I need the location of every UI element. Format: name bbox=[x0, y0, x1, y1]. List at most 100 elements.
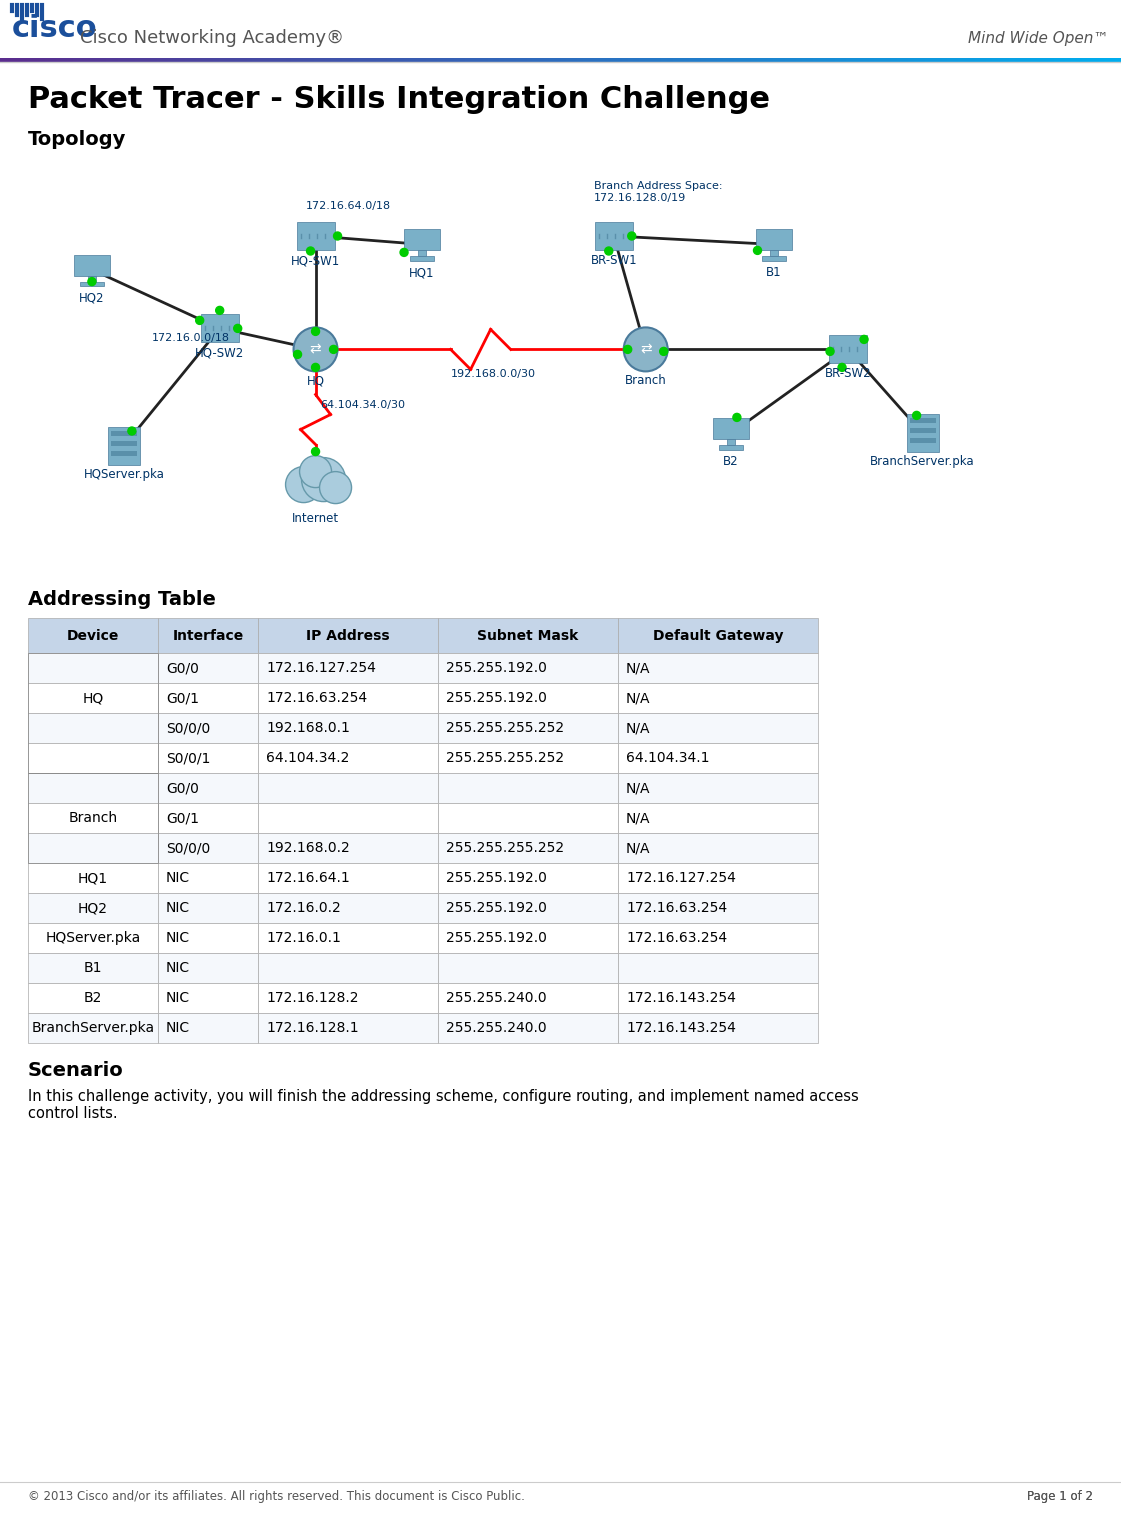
FancyBboxPatch shape bbox=[258, 924, 438, 952]
FancyBboxPatch shape bbox=[852, 58, 859, 62]
Text: NIC: NIC bbox=[166, 1021, 191, 1035]
FancyBboxPatch shape bbox=[297, 58, 304, 62]
Circle shape bbox=[839, 363, 846, 372]
FancyBboxPatch shape bbox=[123, 58, 130, 62]
FancyBboxPatch shape bbox=[757, 58, 763, 62]
FancyBboxPatch shape bbox=[919, 58, 926, 62]
Circle shape bbox=[299, 456, 332, 488]
FancyBboxPatch shape bbox=[336, 58, 343, 62]
Text: Packet Tracer - Skills Integration Challenge: Packet Tracer - Skills Integration Chall… bbox=[28, 85, 770, 114]
FancyBboxPatch shape bbox=[1009, 58, 1016, 62]
FancyBboxPatch shape bbox=[286, 58, 293, 62]
FancyBboxPatch shape bbox=[549, 58, 556, 62]
FancyBboxPatch shape bbox=[761, 256, 786, 261]
FancyBboxPatch shape bbox=[28, 863, 158, 893]
FancyBboxPatch shape bbox=[438, 893, 618, 924]
FancyBboxPatch shape bbox=[17, 58, 24, 62]
FancyBboxPatch shape bbox=[168, 58, 175, 62]
FancyBboxPatch shape bbox=[936, 58, 943, 62]
FancyBboxPatch shape bbox=[230, 58, 237, 62]
FancyBboxPatch shape bbox=[947, 58, 954, 62]
FancyBboxPatch shape bbox=[438, 683, 618, 713]
FancyBboxPatch shape bbox=[618, 744, 818, 773]
Text: N/A: N/A bbox=[626, 721, 650, 735]
FancyBboxPatch shape bbox=[841, 58, 847, 62]
FancyBboxPatch shape bbox=[589, 58, 595, 62]
FancyBboxPatch shape bbox=[191, 58, 197, 62]
FancyBboxPatch shape bbox=[0, 58, 7, 62]
FancyBboxPatch shape bbox=[158, 713, 258, 744]
FancyBboxPatch shape bbox=[975, 58, 982, 62]
FancyBboxPatch shape bbox=[863, 58, 870, 62]
Circle shape bbox=[628, 232, 636, 239]
FancyBboxPatch shape bbox=[1115, 58, 1121, 62]
FancyBboxPatch shape bbox=[830, 58, 836, 62]
FancyBboxPatch shape bbox=[986, 58, 993, 62]
FancyBboxPatch shape bbox=[729, 58, 735, 62]
FancyBboxPatch shape bbox=[275, 58, 281, 62]
FancyBboxPatch shape bbox=[135, 58, 141, 62]
FancyBboxPatch shape bbox=[907, 415, 938, 453]
FancyBboxPatch shape bbox=[908, 58, 915, 62]
Text: Branch Address Space:
172.16.128.0/19: Branch Address Space: 172.16.128.0/19 bbox=[594, 181, 722, 203]
FancyBboxPatch shape bbox=[618, 952, 818, 983]
FancyBboxPatch shape bbox=[185, 58, 192, 62]
FancyBboxPatch shape bbox=[325, 58, 332, 62]
FancyBboxPatch shape bbox=[202, 58, 209, 62]
FancyBboxPatch shape bbox=[108, 427, 140, 465]
FancyBboxPatch shape bbox=[555, 58, 562, 62]
FancyBboxPatch shape bbox=[600, 58, 606, 62]
FancyBboxPatch shape bbox=[28, 803, 158, 834]
Circle shape bbox=[826, 347, 834, 355]
FancyBboxPatch shape bbox=[499, 58, 506, 62]
FancyBboxPatch shape bbox=[572, 58, 578, 62]
FancyBboxPatch shape bbox=[465, 58, 472, 62]
FancyBboxPatch shape bbox=[158, 619, 258, 652]
FancyBboxPatch shape bbox=[158, 773, 258, 803]
Circle shape bbox=[312, 448, 319, 456]
Circle shape bbox=[330, 346, 337, 354]
Text: 255.255.192.0: 255.255.192.0 bbox=[446, 661, 547, 675]
Text: B2: B2 bbox=[84, 991, 102, 1004]
FancyBboxPatch shape bbox=[158, 803, 258, 834]
Text: HQ-SW2: HQ-SW2 bbox=[195, 346, 244, 360]
Circle shape bbox=[302, 457, 345, 501]
FancyBboxPatch shape bbox=[633, 58, 640, 62]
Circle shape bbox=[128, 427, 136, 434]
FancyBboxPatch shape bbox=[269, 58, 276, 62]
FancyBboxPatch shape bbox=[201, 314, 239, 343]
Text: 172.16.64.1: 172.16.64.1 bbox=[266, 872, 350, 885]
FancyBboxPatch shape bbox=[790, 58, 797, 62]
FancyBboxPatch shape bbox=[650, 58, 657, 62]
FancyBboxPatch shape bbox=[28, 983, 158, 1013]
Text: 172.16.127.254: 172.16.127.254 bbox=[626, 872, 735, 885]
FancyBboxPatch shape bbox=[158, 652, 258, 683]
FancyBboxPatch shape bbox=[1054, 58, 1060, 62]
Text: B1: B1 bbox=[766, 267, 781, 279]
FancyBboxPatch shape bbox=[157, 58, 164, 62]
Circle shape bbox=[306, 247, 315, 255]
Text: NIC: NIC bbox=[166, 901, 191, 914]
FancyBboxPatch shape bbox=[807, 58, 814, 62]
Text: 172.16.63.254: 172.16.63.254 bbox=[626, 931, 728, 945]
FancyBboxPatch shape bbox=[22, 58, 29, 62]
Text: NIC: NIC bbox=[166, 962, 191, 975]
FancyBboxPatch shape bbox=[438, 773, 618, 803]
FancyBboxPatch shape bbox=[111, 440, 137, 447]
FancyBboxPatch shape bbox=[998, 58, 1004, 62]
FancyBboxPatch shape bbox=[258, 744, 438, 773]
FancyBboxPatch shape bbox=[846, 58, 853, 62]
Text: Page 1 of 2: Page 1 of 2 bbox=[1027, 1490, 1093, 1503]
FancyBboxPatch shape bbox=[796, 58, 803, 62]
FancyBboxPatch shape bbox=[241, 58, 248, 62]
FancyBboxPatch shape bbox=[1110, 58, 1117, 62]
Text: HQ2: HQ2 bbox=[80, 291, 104, 305]
FancyBboxPatch shape bbox=[28, 893, 158, 924]
Text: BR-SW1: BR-SW1 bbox=[591, 255, 637, 267]
FancyBboxPatch shape bbox=[779, 58, 786, 62]
FancyBboxPatch shape bbox=[56, 58, 63, 62]
Text: 64.104.34.2: 64.104.34.2 bbox=[266, 751, 350, 765]
FancyBboxPatch shape bbox=[151, 58, 158, 62]
FancyBboxPatch shape bbox=[87, 276, 96, 282]
Text: NIC: NIC bbox=[166, 931, 191, 945]
